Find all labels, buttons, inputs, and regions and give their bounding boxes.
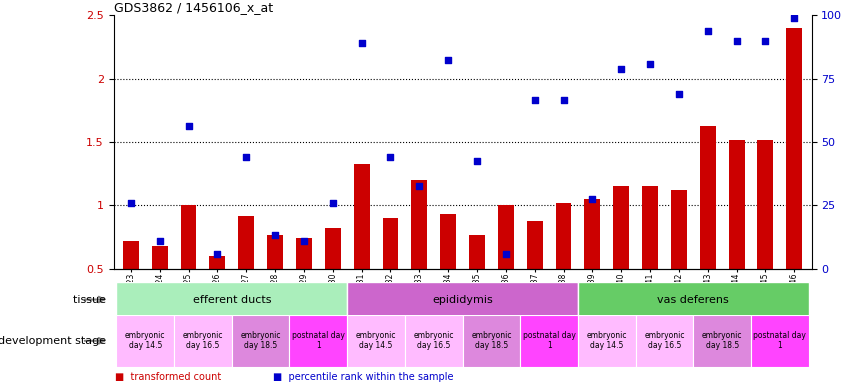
Text: embryonic
day 18.5: embryonic day 18.5 <box>702 331 743 351</box>
Point <box>182 122 195 129</box>
Point <box>759 38 772 44</box>
Point <box>643 60 657 66</box>
Bar <box>405 315 463 367</box>
Point <box>442 57 455 63</box>
Text: development stage: development stage <box>0 336 109 346</box>
Text: embryonic
day 16.5: embryonic day 16.5 <box>182 331 223 351</box>
Bar <box>238 215 254 332</box>
Text: vas deferens: vas deferens <box>658 295 729 305</box>
Bar <box>209 256 225 332</box>
Point <box>470 158 484 164</box>
Bar <box>232 315 289 367</box>
Point <box>210 250 224 257</box>
Text: efferent ducts: efferent ducts <box>193 295 271 305</box>
Text: ■  percentile rank within the sample: ■ percentile rank within the sample <box>273 372 454 382</box>
Bar <box>440 214 456 332</box>
Text: embryonic
day 14.5: embryonic day 14.5 <box>586 331 627 351</box>
Point <box>297 238 310 244</box>
Bar <box>498 205 514 332</box>
Bar <box>116 315 174 367</box>
Bar <box>383 218 399 332</box>
Bar <box>116 282 347 317</box>
Bar <box>174 315 232 367</box>
Point <box>268 232 282 238</box>
Text: embryonic
day 18.5: embryonic day 18.5 <box>241 331 281 351</box>
Text: embryonic
day 18.5: embryonic day 18.5 <box>471 331 511 351</box>
Bar <box>354 164 369 332</box>
Text: epididymis: epididymis <box>432 295 493 305</box>
Point <box>413 184 426 190</box>
Point <box>240 154 253 161</box>
Bar <box>578 315 636 367</box>
Point <box>383 154 397 161</box>
Bar <box>693 315 751 367</box>
Bar <box>521 315 578 367</box>
Bar <box>411 180 427 332</box>
Bar <box>347 282 578 317</box>
Text: embryonic
day 16.5: embryonic day 16.5 <box>644 331 685 351</box>
Point <box>326 200 340 206</box>
Bar <box>526 221 542 332</box>
Bar <box>123 241 139 332</box>
Point <box>557 97 570 103</box>
Bar <box>296 238 312 332</box>
Bar <box>289 315 347 367</box>
Point <box>701 28 715 34</box>
Text: postnatal day
1: postnatal day 1 <box>754 331 807 351</box>
Bar <box>786 28 802 332</box>
Point <box>499 250 512 257</box>
Point <box>153 238 167 244</box>
Bar <box>671 190 687 332</box>
Bar <box>728 139 744 332</box>
Bar <box>636 315 693 367</box>
Bar <box>700 126 716 332</box>
Bar <box>556 203 571 332</box>
Point <box>615 66 628 72</box>
Text: tissue: tissue <box>73 295 109 305</box>
Bar <box>469 235 485 332</box>
Text: embryonic
day 16.5: embryonic day 16.5 <box>414 331 454 351</box>
Text: embryonic
day 14.5: embryonic day 14.5 <box>125 331 166 351</box>
Point <box>355 40 368 46</box>
Bar <box>578 282 809 317</box>
Bar <box>325 228 341 332</box>
Point <box>528 97 542 103</box>
Text: embryonic
day 14.5: embryonic day 14.5 <box>356 331 396 351</box>
Point <box>787 15 801 21</box>
Text: postnatal day
1: postnatal day 1 <box>522 331 575 351</box>
Bar <box>643 187 658 332</box>
Bar <box>151 246 167 332</box>
Bar <box>613 187 629 332</box>
Bar <box>751 315 809 367</box>
Point <box>124 200 138 206</box>
Bar <box>584 199 600 332</box>
Bar <box>463 315 521 367</box>
Point <box>672 91 685 97</box>
Bar <box>758 139 774 332</box>
Text: postnatal day
1: postnatal day 1 <box>292 331 345 351</box>
Bar <box>347 315 405 367</box>
Bar <box>267 235 283 332</box>
Point <box>730 38 743 44</box>
Text: GDS3862 / 1456106_x_at: GDS3862 / 1456106_x_at <box>114 1 272 14</box>
Bar <box>181 205 197 332</box>
Point <box>585 196 599 202</box>
Text: ■  transformed count: ■ transformed count <box>115 372 221 382</box>
